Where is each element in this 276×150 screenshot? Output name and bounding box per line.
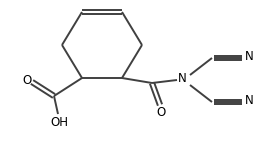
Text: O: O	[156, 106, 166, 120]
Text: OH: OH	[50, 116, 68, 129]
Text: N: N	[245, 94, 253, 108]
Text: N: N	[245, 51, 253, 63]
Text: N: N	[178, 72, 186, 86]
Text: O: O	[22, 75, 32, 87]
